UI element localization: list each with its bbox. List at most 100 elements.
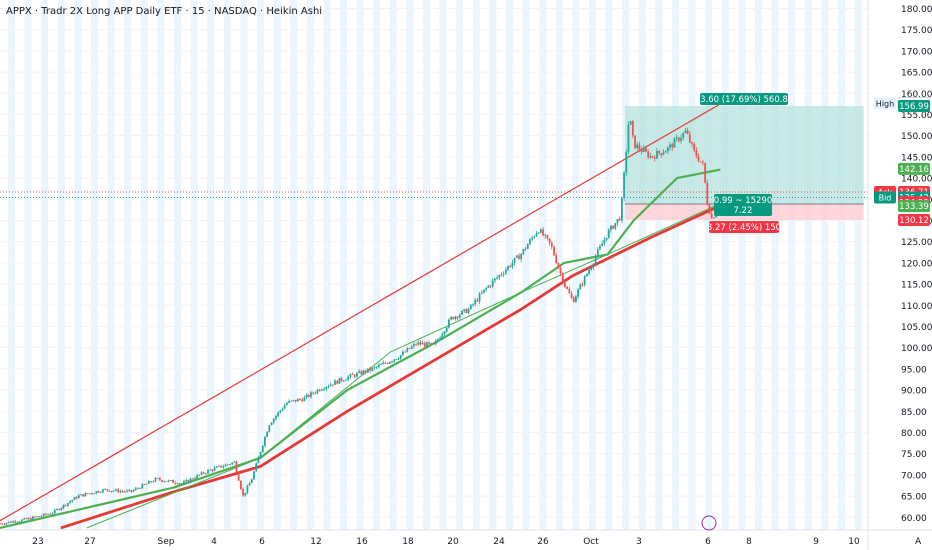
candle: [296, 399, 299, 402]
session-band: [174, 0, 181, 530]
candle: [524, 248, 527, 250]
price-tag-bg: [874, 97, 896, 110]
candle: [1, 523, 4, 525]
session-band: [140, 0, 148, 530]
candle: [371, 367, 374, 371]
candle: [673, 138, 676, 148]
candle: [596, 249, 599, 257]
session-band: [838, 0, 845, 530]
candle: [229, 464, 231, 466]
candle: [10, 521, 12, 523]
candle: [590, 267, 593, 270]
candle: [487, 285, 490, 288]
candle: [121, 491, 124, 492]
y-tick-label: 145.00: [901, 153, 932, 163]
session-band: [572, 0, 580, 530]
y-tick-label: 115.00: [901, 281, 932, 291]
candle: [677, 137, 680, 141]
candle: [526, 244, 529, 249]
candle: [73, 497, 76, 500]
candle: [417, 342, 420, 345]
candle: [465, 309, 468, 314]
candle: [642, 148, 645, 152]
session-band: [506, 0, 513, 530]
session-band: [721, 0, 729, 530]
candle: [704, 162, 707, 183]
candle: [445, 327, 448, 332]
y-tick-label: 80.00: [901, 429, 927, 439]
candle: [266, 431, 269, 437]
candle: [443, 331, 446, 335]
candle: [82, 494, 85, 497]
candle: [323, 389, 325, 390]
price-badge-ma2: 133.39: [899, 202, 929, 212]
candle: [434, 340, 437, 344]
candle: [248, 482, 251, 486]
candle: [49, 514, 52, 515]
candle: [669, 144, 671, 148]
x-tick-label: 26: [537, 537, 549, 547]
y-tick-label: 60.00: [901, 514, 927, 524]
candle: [656, 150, 658, 159]
candle: [402, 351, 404, 356]
candle: [353, 374, 356, 377]
candle: [535, 232, 538, 237]
candle: [697, 156, 700, 162]
candle: [581, 284, 584, 286]
candle: [242, 489, 244, 496]
price-tag-high: High: [876, 99, 894, 108]
session-band: [755, 0, 762, 530]
candle: [80, 494, 82, 496]
candle: [557, 263, 560, 268]
x-tick-label: 6: [259, 537, 265, 547]
flash-icon: [701, 515, 717, 531]
candle: [588, 269, 590, 274]
candle: [154, 478, 157, 482]
y-tick-label: 150.00: [901, 132, 932, 142]
candle: [599, 246, 601, 250]
candle: [183, 481, 185, 484]
candle: [542, 229, 544, 236]
price-badges: High157.62156.99142.16Ask136.71Bid135.42…: [874, 96, 931, 226]
candle: [699, 161, 702, 163]
session-band: [257, 0, 264, 530]
candle: [564, 282, 566, 288]
candle: [220, 465, 223, 468]
session-band: [8, 0, 15, 530]
session-band: [804, 0, 812, 530]
session-band: [672, 0, 679, 530]
channel-trendline: [0, 103, 721, 522]
candle: [476, 300, 479, 302]
time-axis[interactable]: 23 27 Sep 4 6 12 16 18 20 24 26 Oct 3 6 8 9 10 A: [0, 515, 932, 547]
candle: [662, 152, 665, 155]
price-axis[interactable]: 60.00 65.00 70.00 75.00 80.00 85.00 90.00 95.00…: [867, 0, 932, 550]
session-band: [406, 0, 414, 530]
candle: [664, 151, 667, 153]
moving-average-green-thin: [86, 203, 721, 529]
candle: [474, 300, 477, 305]
candle: [393, 359, 396, 362]
candle: [437, 339, 439, 341]
session-band: [821, 0, 829, 530]
candle: [327, 386, 330, 388]
y-tick-label: 165.00: [901, 69, 932, 79]
candle: [204, 473, 207, 475]
candle: [623, 172, 625, 198]
session-band: [638, 0, 646, 530]
session-band: [124, 0, 132, 530]
candle: [172, 480, 174, 483]
session-band: [539, 0, 547, 530]
candle: [572, 297, 575, 303]
candle: [550, 242, 553, 247]
session-band: [688, 0, 696, 530]
candle: [235, 461, 238, 473]
candle: [139, 488, 142, 490]
candle: [345, 379, 347, 381]
y-tick-label: 70.00: [901, 471, 927, 481]
candle: [356, 372, 358, 377]
long-position-tool[interactable]: [624, 106, 864, 220]
candle: [559, 267, 562, 274]
candle: [187, 479, 190, 482]
candle: [546, 235, 549, 239]
